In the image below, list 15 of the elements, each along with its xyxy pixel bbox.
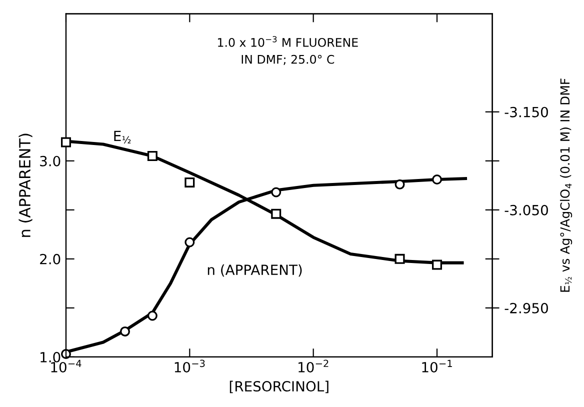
y-axis-title: n (APPARENT) (18, 134, 32, 237)
y-tick-label: 2.0 (40, 254, 60, 264)
x-tick-label: 10$^{−3}$ (174, 360, 205, 372)
y-tick-label: 3.0 (40, 156, 60, 166)
x-tick-label: 10$^{−1}$ (422, 360, 452, 372)
annotation: E$_{½}$ (114, 130, 131, 144)
annotation: n (APPARENT) (208, 264, 302, 277)
y2-tick-label: -2.950 (504, 302, 548, 314)
y2-tick-label: -3.150 (504, 106, 548, 118)
annotation: 1.0 x 10$^{−3}$ M FLUORENE IN DMF; 25.0° C (218, 36, 358, 66)
x-axis-title: [RESORCINOL] (230, 380, 328, 394)
y2-axis-title: E$_{½}$ vs Ag°/AgClO$_{4}$ (0.01 M) IN DMF (560, 78, 572, 292)
y-tick-label: 1.0 (40, 352, 60, 362)
x-tick-label: 10$^{−2}$ (298, 360, 328, 372)
y2-tick-label: -3.050 (504, 204, 548, 216)
